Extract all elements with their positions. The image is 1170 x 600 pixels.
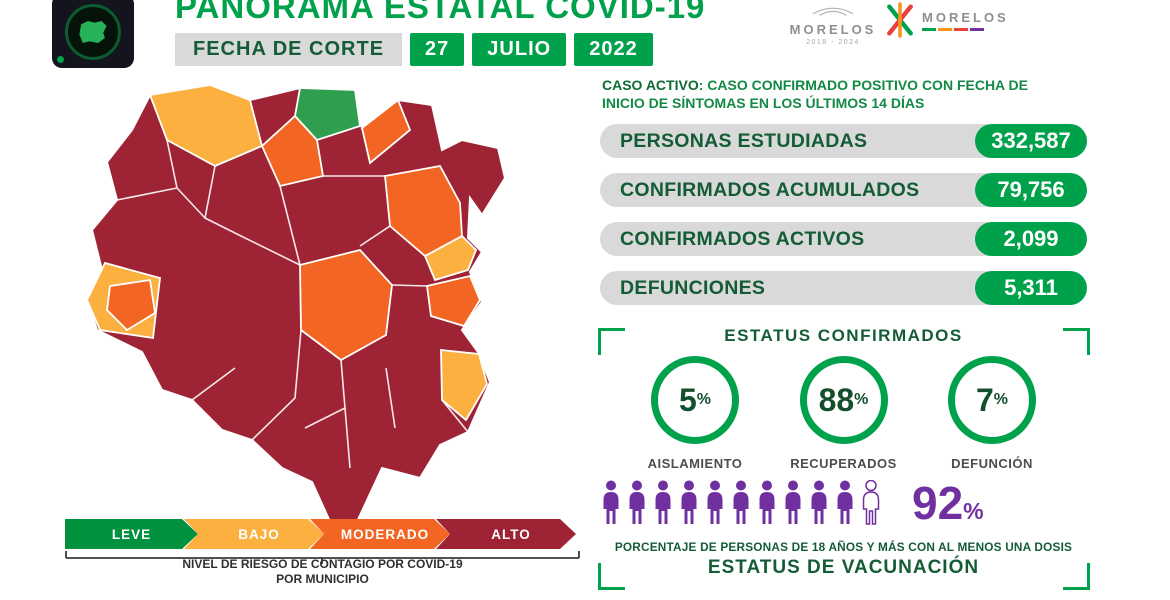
percent-unit: % [854,391,869,408]
green-light-lens-icon [65,4,121,61]
stat-value: 332,587 [975,124,1087,158]
logo-dot-icon [57,56,64,63]
gov-logo-right-name: MORELOS [922,9,1009,25]
map-svg [85,83,507,528]
gov-logo-right: MORELOS [884,0,1009,40]
estatus-confirmados-title: ESTATUS CONFIRMADOS [724,326,963,345]
caso-activo-term: CASO ACTIVO [602,77,699,93]
stat-personas-estudiadas: PERSONAS ESTUDIADAS 332,587 [600,124,1087,158]
percent-unit: % [696,391,712,408]
stat-value: 2,099 [975,222,1087,256]
circle-label: AISLAMIENTO [647,456,743,471]
stat-label: CONFIRMADOS ACTIVOS [620,227,865,250]
brush-mark-icon [887,2,913,38]
stat-value: 79,756 [975,173,1087,207]
stat-confirmados-activos: CONFIRMADOS ACTIVOS 2,099 [600,222,1087,256]
legend-caption-line2: POR MUNICIPIO [276,572,369,586]
vaccination-title: ESTATUS DE VACUNACIÓN [707,557,980,578]
status-circle-defuncion: 7% DEFUNCIÓN [922,356,1062,471]
status-circle-recuperados: 88% RECUPERADOS [774,356,914,471]
map-region-leve [294,87,361,142]
gov-logo-right-colorbars [922,27,1009,31]
stat-defunciones: DEFUNCIONES 5,311 [600,271,1087,305]
caso-activo-definition: CASO ACTIVO: CASO CONFIRMADO POSITIVO CO… [602,76,1057,112]
legend-caption-covid: COVID-19 [407,557,463,571]
gov-logo-left-sub: 2018 - 2024 [806,39,860,46]
corner-bracket-bottom-left [598,563,625,590]
traffic-light-logo [52,0,134,68]
map-municipal-borders [116,139,469,469]
percent-unit: % [993,391,1009,408]
vaccination-percent-unit: % [963,498,984,524]
legend-caption-line1: NIVEL DE RIESGO DE CONTAGIO POR COVID-19 [65,557,580,571]
stat-track [600,173,1002,207]
stat-track [600,222,1002,256]
stat-label: CONFIRMADOS ACUMULADOS [620,178,920,201]
status-circle-aislamiento: 5% AISLAMIENTO [625,356,765,471]
stat-label: DEFUNCIONES [620,276,766,299]
vaccination-row: 92% [600,480,1087,526]
percent-value: 7 [975,381,994,418]
legend-arrow-alto: ALTO [436,519,576,549]
gov-emblem-icon [812,7,854,16]
vaccination-note: PORCENTAJE DE PERSONAS DE 18 AÑOS Y MÁS … [614,540,1073,554]
circle-label: DEFUNCIÓN [951,456,1033,471]
percent-ring: 5% [651,356,739,444]
stat-label: PERSONAS ESTUDIADAS [620,129,868,152]
risk-legend: LEVE BAJO MODERADO ALTO [65,519,576,549]
caso-activo-text: : CASO CONFIRMADO POSITIVO CON FECHA DE … [602,77,1028,112]
date-day: 27 [410,33,465,66]
circle-label: RECUPERADOS [790,456,897,471]
gov-logo-left-name: MORELOS [789,22,877,37]
date-year: 2022 [574,33,653,66]
corner-bracket-bottom-right [1063,563,1090,590]
vaccination-percent-value: 92 [912,477,964,529]
stat-value: 5,311 [975,271,1087,305]
stats-panel: PERSONAS ESTUDIADAS 332,587 CONFIRMADOS … [600,124,1087,320]
percent-ring: 88% [799,356,888,444]
morelos-municipal-risk-map [55,68,590,528]
vaccination-percent: 92% [912,480,984,526]
date-cutoff-row: FECHA DE CORTE 27 JULIO 2022 [175,33,653,66]
corner-bracket-top-right [1063,328,1090,355]
legend-arrow-bajo: BAJO [184,519,324,549]
page-title: PANORAMA ESTATAL COVID-19 [175,0,706,25]
stat-track [600,124,1002,158]
legend-bracket [65,551,580,564]
person-icons [603,480,880,525]
legend-arrow-leve: LEVE [65,519,198,549]
map-regions-moderado [106,98,482,362]
gov-logo-left: MORELOS 2018 - 2024 [788,1,878,46]
stat-confirmados-acumulados: CONFIRMADOS ACUMULADOS 79,756 [600,173,1087,207]
date-cutoff-label: FECHA DE CORTE [175,33,403,66]
corner-bracket-top-left [598,328,625,355]
legend-arrow-moderado: MODERADO [310,519,450,549]
percent-ring: 7% [948,356,1036,444]
status-circles: 5% AISLAMIENTO 88% RECUPERADOS 7% DEFUNC… [600,356,1087,471]
state-map-icon [79,21,107,44]
percent-value: 88 [818,381,855,418]
legend-caption-prefix: NIVEL DE RIESGO DE CONTAGIO POR [182,557,408,571]
stat-track [600,271,1002,305]
date-month: JULIO [472,33,567,66]
percent-value: 5 [678,381,697,418]
